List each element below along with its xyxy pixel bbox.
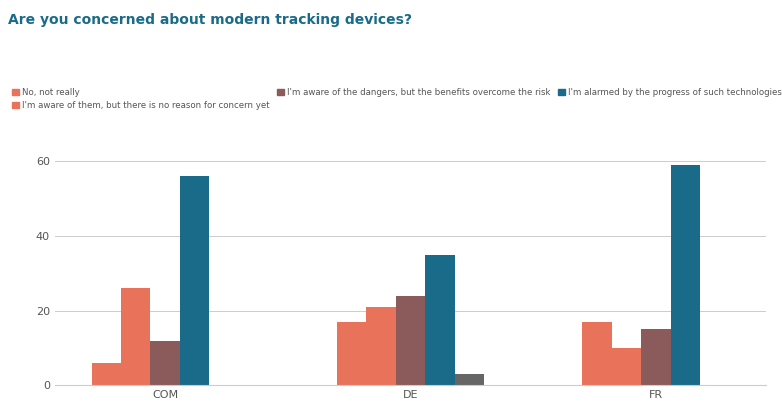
Bar (454, 374, 484, 385)
Bar (425, 255, 454, 385)
Bar (367, 307, 396, 385)
Bar (91, 363, 121, 385)
Bar (612, 348, 641, 385)
Bar (583, 322, 612, 385)
Bar (150, 341, 180, 385)
Bar (180, 176, 210, 385)
Legend: No, not really, I'm aware of them, but there is no reason for concern yet, I'm a: No, not really, I'm aware of them, but t… (13, 88, 782, 111)
Bar (641, 329, 671, 385)
Bar (671, 165, 700, 385)
Bar (337, 322, 367, 385)
Bar (121, 288, 150, 385)
Text: Are you concerned about modern tracking devices?: Are you concerned about modern tracking … (8, 13, 412, 26)
Bar (396, 296, 425, 385)
